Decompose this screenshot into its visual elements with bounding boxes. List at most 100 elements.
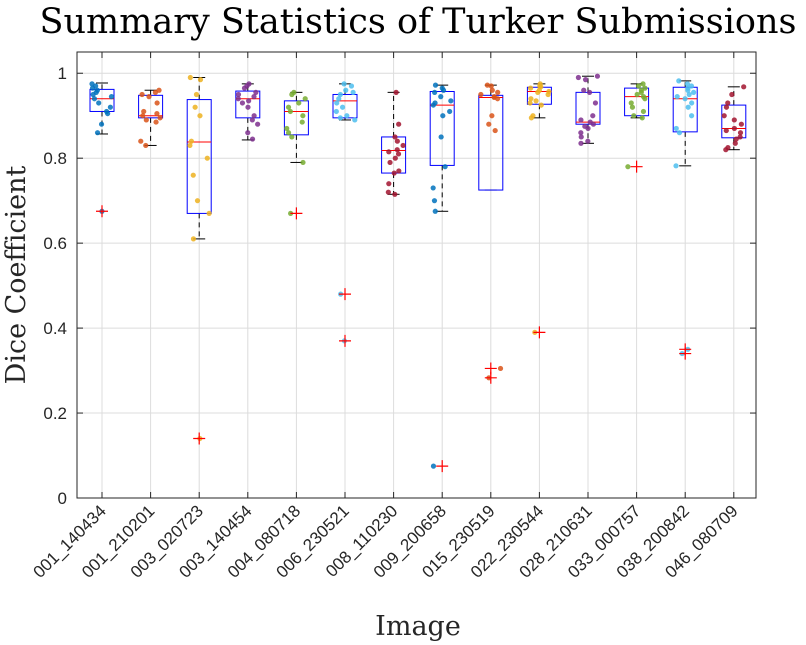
data-point <box>94 130 101 136</box>
data-point <box>107 104 113 110</box>
data-point <box>486 121 492 127</box>
data-point <box>585 125 591 132</box>
grid-lines <box>77 52 756 499</box>
data-point <box>738 121 744 127</box>
outlier-marker <box>679 347 692 360</box>
data-point <box>731 117 737 123</box>
data-point <box>488 83 494 89</box>
data-point <box>586 89 593 95</box>
data-point <box>392 155 398 161</box>
data-point <box>187 142 193 149</box>
data-point <box>674 94 680 100</box>
data-point <box>640 81 646 87</box>
data-point <box>585 138 591 144</box>
box-group <box>478 82 504 384</box>
data-point <box>154 100 160 106</box>
data-point <box>289 91 295 98</box>
y-tick-label: 0.8 <box>43 149 67 168</box>
data-point <box>241 85 248 91</box>
data-point <box>239 100 246 106</box>
data-point <box>430 102 436 108</box>
x-axis-label: Image <box>375 611 461 642</box>
x-axis: 001_140434001_210201003_020723003_140454… <box>30 52 742 582</box>
data-point <box>141 108 147 115</box>
data-point <box>527 100 533 106</box>
data-point <box>188 138 195 144</box>
plot-area <box>89 73 747 473</box>
outlier-marker <box>339 334 351 347</box>
data-point <box>249 136 256 142</box>
data-point <box>197 77 204 83</box>
data-point <box>581 87 587 93</box>
data-point <box>253 89 259 95</box>
data-point <box>392 134 398 140</box>
data-point <box>394 138 400 144</box>
data-point <box>386 181 392 187</box>
data-point <box>90 91 96 98</box>
box <box>89 88 115 112</box>
data-point <box>682 96 688 102</box>
data-point <box>495 89 501 95</box>
box-group <box>429 82 455 473</box>
box <box>235 90 261 119</box>
data-point <box>629 104 636 110</box>
y-tick-label: 0.6 <box>43 234 67 253</box>
box-group <box>624 81 650 173</box>
data-point <box>194 198 201 204</box>
data-point <box>528 96 534 102</box>
data-point <box>341 81 347 87</box>
data-point <box>251 94 257 100</box>
data-point <box>393 89 399 95</box>
data-point <box>685 104 691 110</box>
data-point <box>691 89 697 95</box>
data-point <box>108 94 115 100</box>
data-point <box>578 130 584 136</box>
box-group <box>186 74 212 445</box>
data-point <box>594 73 601 79</box>
data-point <box>432 89 438 95</box>
data-point <box>489 87 495 93</box>
data-point <box>143 142 149 149</box>
data-point <box>140 113 146 119</box>
data-point <box>684 81 691 87</box>
box-group <box>672 78 698 360</box>
data-point <box>484 82 490 88</box>
data-point <box>153 119 159 125</box>
data-point <box>204 155 210 161</box>
box-group <box>138 87 164 149</box>
data-point <box>255 121 261 127</box>
data-point <box>538 102 544 108</box>
data-point <box>96 100 102 106</box>
data-point <box>190 236 197 242</box>
plot-frame <box>76 51 757 499</box>
data-point <box>732 140 738 146</box>
data-point <box>98 121 105 127</box>
data-point <box>590 113 596 119</box>
data-point <box>285 104 292 110</box>
data-point <box>440 87 447 93</box>
box <box>478 94 504 191</box>
box-group <box>721 84 747 153</box>
data-point <box>729 91 735 98</box>
data-point <box>689 100 695 106</box>
data-point <box>197 113 203 119</box>
data-point <box>432 82 439 88</box>
data-point <box>430 185 436 191</box>
data-point <box>528 115 534 121</box>
data-point <box>91 96 98 102</box>
box <box>672 86 698 133</box>
data-point <box>105 110 111 117</box>
data-point <box>190 172 196 178</box>
y-tick-label: 1 <box>58 64 67 83</box>
y-tick-label: 0.2 <box>43 404 67 423</box>
data-point <box>737 134 743 140</box>
box <box>721 104 747 139</box>
data-point <box>639 115 645 121</box>
box <box>283 100 309 136</box>
data-point <box>676 130 683 136</box>
data-point <box>249 117 255 123</box>
data-point <box>285 130 292 136</box>
data-point <box>400 142 406 149</box>
data-point <box>575 74 581 81</box>
data-point <box>689 113 695 119</box>
